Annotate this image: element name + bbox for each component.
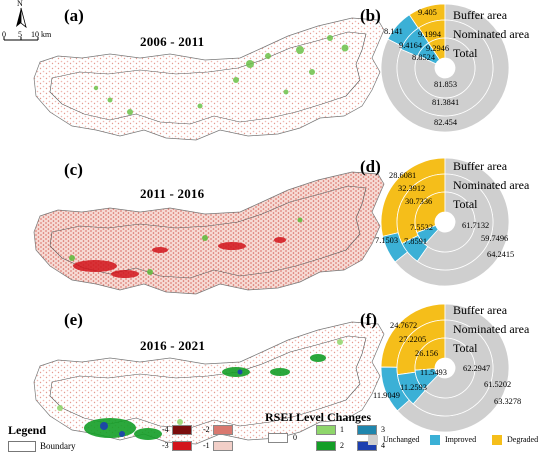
rsei-swatch--4 xyxy=(172,425,192,435)
scale-10: 10 km xyxy=(31,30,52,39)
ring-b-nominated: Nominated area xyxy=(453,27,530,41)
rsei-label--2: -2 xyxy=(203,425,210,434)
f-buffer-unchanged: 63.3278 xyxy=(494,397,522,406)
rsei-swatch--2 xyxy=(213,425,233,435)
b-nominated-degraded: 9.1994 xyxy=(418,30,442,39)
d-buffer-degraded: 28.6081 xyxy=(389,171,417,180)
rsei-swatch--3 xyxy=(172,441,192,451)
d-nominated-improved: 7.8591 xyxy=(404,237,428,246)
ring-d-total: Total xyxy=(453,197,478,211)
ring-f-buffer: Buffer area xyxy=(453,303,508,317)
panel-label-c: (c) xyxy=(64,160,83,179)
b-nominated-improved: 9.4164 xyxy=(399,41,423,50)
b-buffer-degraded: 9.405 xyxy=(418,8,437,17)
pie-legend-degraded-swatch xyxy=(492,435,502,445)
ring-f-total: Total xyxy=(453,341,478,355)
f-buffer-improved: 11.9049 xyxy=(373,391,400,400)
legend-title: Legend xyxy=(8,423,47,437)
rsei-label--3: -3 xyxy=(162,441,169,450)
ring-center-hole xyxy=(435,212,455,232)
period-title-c: 2011 - 2016 xyxy=(140,186,205,201)
b-total-improved: 8.8524 xyxy=(412,53,436,62)
d-total-improved: 7.5532 xyxy=(410,223,434,232)
pie-legend-degraded: Degraded xyxy=(507,435,539,444)
ring-b-total-unchanged xyxy=(414,37,476,99)
map-c xyxy=(33,171,385,295)
b-buffer-unchanged: 82.454 xyxy=(434,118,458,127)
f-buffer-degraded: 24.7672 xyxy=(390,321,418,330)
scale-5: 5 xyxy=(18,30,22,39)
rsei-swatch-1 xyxy=(316,425,336,435)
d-total-unchanged: 61.7132 xyxy=(462,221,490,230)
compass: N 0 5 10 km xyxy=(0,0,60,50)
scale-0: 0 xyxy=(2,30,6,39)
ring-d-buffer: Buffer area xyxy=(453,159,508,173)
rsei-label--4: -4 xyxy=(162,425,169,434)
panel-label-f: (f) xyxy=(360,310,377,329)
ring-f-nominated: Nominated area xyxy=(453,322,530,336)
period-title-e: 2016 - 2021 xyxy=(140,338,206,353)
d-buffer-unchanged: 64.2415 xyxy=(487,250,515,259)
f-nominated-improved: 11.2593 xyxy=(400,383,427,392)
f-total-degraded: 26.156 xyxy=(415,349,439,358)
pie-legend-improved: Improved xyxy=(445,435,477,444)
rsei-label-4: 4 xyxy=(381,441,385,450)
period-title-a: 2006 - 2011 xyxy=(140,34,205,49)
d-nominated-degraded: 32.3912 xyxy=(398,184,426,193)
rsei-label-1: 1 xyxy=(340,425,344,434)
d-buffer-improved: 7.1503 xyxy=(375,236,399,245)
pie-legend-unchanged-swatch xyxy=(368,435,378,445)
panel-label-d: (d) xyxy=(360,157,381,176)
map-e xyxy=(33,321,385,445)
boundary-label: Boundary xyxy=(40,441,76,451)
north-label: N xyxy=(17,0,23,8)
d-total-degraded: 30.7336 xyxy=(405,197,433,206)
rsei-swatch-2 xyxy=(316,441,336,451)
pie-legend-unchanged: Unchanged xyxy=(383,435,420,444)
rsei-legend-title: RSEI Level Changes xyxy=(265,410,372,424)
ring-center-hole xyxy=(435,58,455,78)
rsei-label-3: 3 xyxy=(381,425,385,434)
panel-label-e: (e) xyxy=(64,310,83,329)
panel-label-a: (a) xyxy=(64,6,84,25)
pie-legend-improved-swatch xyxy=(430,435,440,445)
f-total-unchanged: 62.2947 xyxy=(463,364,491,373)
rsei-swatch-3 xyxy=(357,425,377,435)
b-nominated-unchanged: 81.3841 xyxy=(432,98,460,107)
map-a xyxy=(33,17,385,141)
b-total-unchanged: 81.853 xyxy=(434,80,458,89)
rsei-label-0: 0 xyxy=(293,433,297,442)
ring-center-hole xyxy=(435,358,455,378)
b-buffer-improved: 8.141 xyxy=(384,27,403,36)
rsei-swatch-4 xyxy=(357,441,377,451)
ring-d-nominated: Nominated area xyxy=(453,178,530,192)
panel-label-b: (b) xyxy=(360,6,381,25)
boundary-swatch xyxy=(8,441,36,452)
ring-b-total: Total xyxy=(453,46,478,60)
f-nominated-degraded: 27.2205 xyxy=(399,335,427,344)
rsei-label-2: 2 xyxy=(340,441,344,450)
f-nominated-unchanged: 61.5202 xyxy=(484,380,512,389)
f-total-improved: 11.5493 xyxy=(420,368,447,377)
b-total-degraded: 9.2946 xyxy=(426,44,450,53)
ring-b-buffer: Buffer area xyxy=(453,8,508,22)
rsei-label--1: -1 xyxy=(203,441,210,450)
north-arrow-icon xyxy=(3,7,39,41)
rsei-swatch-0 xyxy=(268,433,288,443)
d-nominated-unchanged: 59.7496 xyxy=(481,234,509,243)
rsei-swatch--1 xyxy=(213,441,233,451)
